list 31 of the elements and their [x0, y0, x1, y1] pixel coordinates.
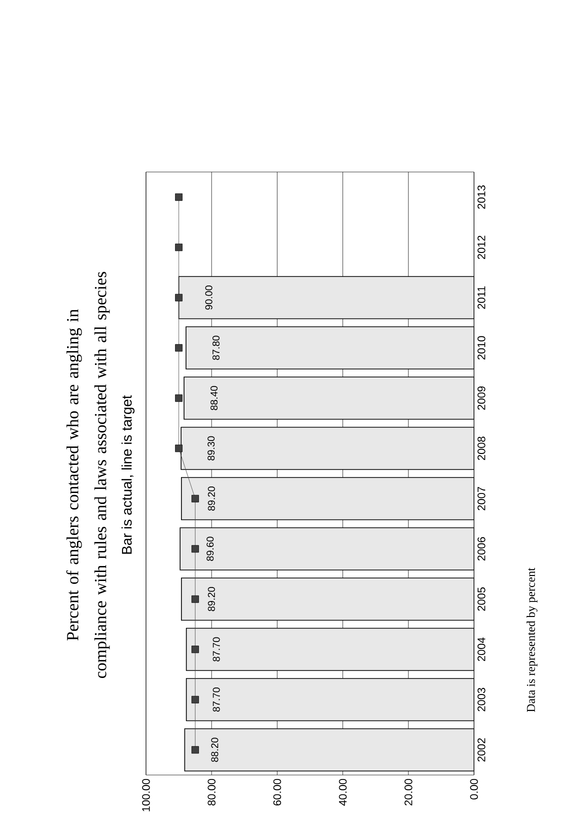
- x-tick-label: 100.00: [142, 778, 150, 812]
- data-label: 89.30: [208, 436, 215, 460]
- y-tick-label: 2008: [478, 436, 486, 460]
- data-label: 89.20: [208, 587, 215, 612]
- text: Bar is actual, line is target: [122, 395, 134, 554]
- data-label: 87.70: [212, 688, 220, 712]
- x-tick-label: 20.00: [404, 778, 412, 806]
- data-label: 89.60: [206, 536, 214, 561]
- y-tick-label: 2013: [478, 185, 486, 209]
- data-label: 88.20: [211, 738, 218, 762]
- x-tick-label: 80.00: [208, 778, 216, 806]
- x-tick-label: 40.00: [338, 778, 347, 806]
- data-label: 87.70: [212, 637, 220, 662]
- data-label: 89.20: [208, 486, 215, 511]
- y-tick-label: 2003: [478, 688, 486, 712]
- y-tick-label: 2010: [478, 336, 486, 360]
- text: Percent of anglers contacted who are angling in compliance with rules and laws associated with all species: [66, 272, 110, 678]
- y-tick-label: 2007: [478, 486, 486, 510]
- y-tick-label: 2004: [478, 638, 486, 662]
- y-tick-label: 2002: [478, 738, 486, 762]
- y-tick-label: 2009: [478, 386, 486, 410]
- y-tick-label: 2011: [478, 286, 486, 309]
- y-tick-label: 2005: [478, 587, 486, 611]
- y-tick-label: 2012: [478, 236, 486, 260]
- x-tick-label: 60.00: [273, 778, 282, 806]
- data-label: 87.80: [212, 336, 220, 360]
- data-label: 90.00: [205, 286, 212, 310]
- data-label: 88.40: [210, 386, 218, 410]
- y-tick-label: 2006: [478, 537, 486, 561]
- y-axis-title: Data is represented by percent: [526, 568, 538, 712]
- x-tick-label: 0.00: [470, 778, 478, 800]
